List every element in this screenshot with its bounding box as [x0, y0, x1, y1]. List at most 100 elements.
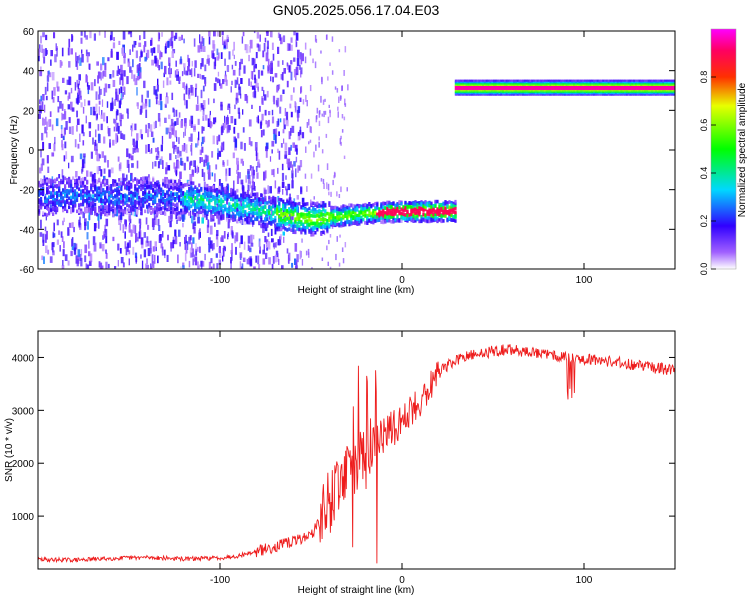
- heatmap-noise-cell: [264, 109, 267, 116]
- heatmap-trend-cell: [236, 212, 239, 216]
- heatmap-noise-cell: [80, 37, 83, 44]
- heatmap-band-cell: [469, 90, 472, 93]
- heatmap-trend-cell: [176, 182, 179, 187]
- heatmap-trend-cell: [312, 214, 315, 218]
- heatmap-noise-cell: [190, 160, 193, 166]
- heatmap-fringe-cell: [344, 242, 347, 248]
- heatmap-noise-cell: [105, 252, 108, 259]
- heatmap-band-cell: [529, 86, 532, 89]
- heatmap-trend-cell: [200, 186, 203, 191]
- heatmap-noise-cell: [79, 254, 82, 261]
- heatmap-band-cell: [529, 93, 532, 96]
- heatmap-trend-cell: [192, 181, 195, 185]
- heatmap-trend-cell: [194, 202, 197, 207]
- heatmap-band-cell: [458, 93, 461, 96]
- heatmap-trend-cell: [198, 207, 201, 211]
- heatmap-band-cell: [469, 89, 472, 92]
- heatmap-trend-cell: [38, 208, 41, 213]
- heatmap-noise-cell: [104, 197, 108, 204]
- heatmap-noise-cell: [301, 132, 305, 139]
- heatmap-band-cell: [514, 90, 517, 93]
- heatmap-band-cell: [463, 85, 467, 88]
- heatmap-band-cell: [493, 92, 496, 95]
- heatmap-noise-cell: [202, 100, 206, 110]
- heatmap-noise-cell: [138, 231, 142, 239]
- heatmap-noise-cell: [204, 64, 207, 72]
- heatmap-noise-cell: [152, 261, 155, 268]
- heatmap-noise-cell: [61, 140, 63, 148]
- heatmap-noise-cell: [154, 254, 156, 264]
- heatmap-trend-cell: [190, 199, 193, 204]
- heatmap-trend-cell: [250, 221, 253, 225]
- heatmap-band-cell: [540, 82, 543, 85]
- heatmap-noise-cell: [104, 31, 106, 38]
- heatmap-band-cell: [511, 82, 514, 85]
- heatmap-band-cell: [516, 93, 519, 96]
- heatmap-noise-cell: [159, 118, 161, 127]
- heatmap-trend-cell: [110, 199, 113, 204]
- heatmap-trend-cell: [124, 185, 127, 189]
- heatmap-trend-cell: [116, 206, 119, 210]
- heatmap-noise-cell: [183, 131, 185, 138]
- heatmap-trend-cell: [232, 188, 235, 193]
- heatmap-band-cell: [523, 90, 527, 93]
- heatmap-band-cell: [554, 83, 558, 86]
- heatmap-noise-cell: [130, 31, 133, 38]
- heatmap-trend-cell: [278, 227, 281, 232]
- heatmap-noise-cell: [288, 252, 291, 261]
- heatmap-trend-cell: [74, 191, 77, 196]
- heatmap-trend-cell: [332, 205, 335, 210]
- heatmap-noise-cell: [259, 34, 261, 42]
- heatmap-noise-cell: [58, 230, 61, 235]
- heatmap-trend-cell: [388, 218, 391, 223]
- heatmap-fringe-cell: [304, 42, 307, 50]
- heatmap-noise-cell: [220, 101, 223, 107]
- heatmap-band-cell: [544, 90, 547, 93]
- heatmap-noise-cell: [227, 105, 229, 110]
- heatmap-trend-cell: [108, 196, 111, 201]
- heatmap-noise-cell: [238, 86, 242, 96]
- heatmap-band-cell: [491, 90, 494, 93]
- heatmap-noise-cell: [213, 98, 215, 104]
- heatmap-noise-cell: [129, 66, 132, 73]
- heatmap-noise-cell: [295, 32, 299, 41]
- heatmap-trend-cell: [288, 201, 291, 205]
- heatmap-band-cell: [483, 83, 487, 86]
- heatmap-band-cell: [538, 79, 541, 82]
- heatmap-noise-cell: [208, 36, 211, 45]
- heatmap-band-cell: [527, 87, 530, 91]
- heatmap-trend-cell: [298, 213, 301, 218]
- heatmap-trend-cell: [160, 195, 163, 200]
- heatmap-band-cell: [527, 86, 530, 89]
- heatmap-trend-cell: [228, 206, 231, 211]
- heatmap-trend-cell: [444, 200, 447, 204]
- heatmap-trend-cell: [272, 210, 275, 215]
- heatmap-band-cell: [471, 82, 474, 85]
- heatmap-band-cell: [565, 83, 568, 86]
- heatmap-fringe-cell: [323, 110, 325, 118]
- heatmap-noise-cell: [169, 72, 172, 78]
- heatmap-trend-cell: [84, 186, 87, 191]
- heatmap-band-cell: [458, 79, 461, 82]
- heatmap-noise-cell: [48, 143, 51, 149]
- heatmap-fringe-cell: [307, 248, 310, 255]
- heatmap-band-cell: [514, 86, 517, 89]
- heatmap-noise-cell: [196, 246, 199, 252]
- heatmap-noise-cell: [76, 110, 78, 118]
- heatmap-trend-cell: [104, 201, 107, 206]
- heatmap-noise-cell: [115, 91, 118, 101]
- heatmap-trend-cell: [240, 210, 243, 215]
- heatmap-noise-cell: [157, 44, 160, 54]
- heatmap-band-cell: [505, 82, 508, 85]
- heatmap-noise-cell: [184, 236, 186, 245]
- heatmap-noise-cell: [43, 118, 45, 126]
- heatmap-band-cell: [527, 90, 530, 93]
- heatmap-trend-cell: [110, 187, 113, 191]
- heatmap-noise-cell: [85, 35, 88, 40]
- heatmap-noise-cell: [222, 123, 225, 131]
- heatmap-trend-cell: [280, 211, 283, 216]
- heatmap-trend-cell: [290, 219, 293, 224]
- heatmap-noise-cell: [87, 89, 90, 95]
- heatmap-band-cell: [529, 92, 532, 95]
- heatmap-trend-cell: [162, 181, 165, 186]
